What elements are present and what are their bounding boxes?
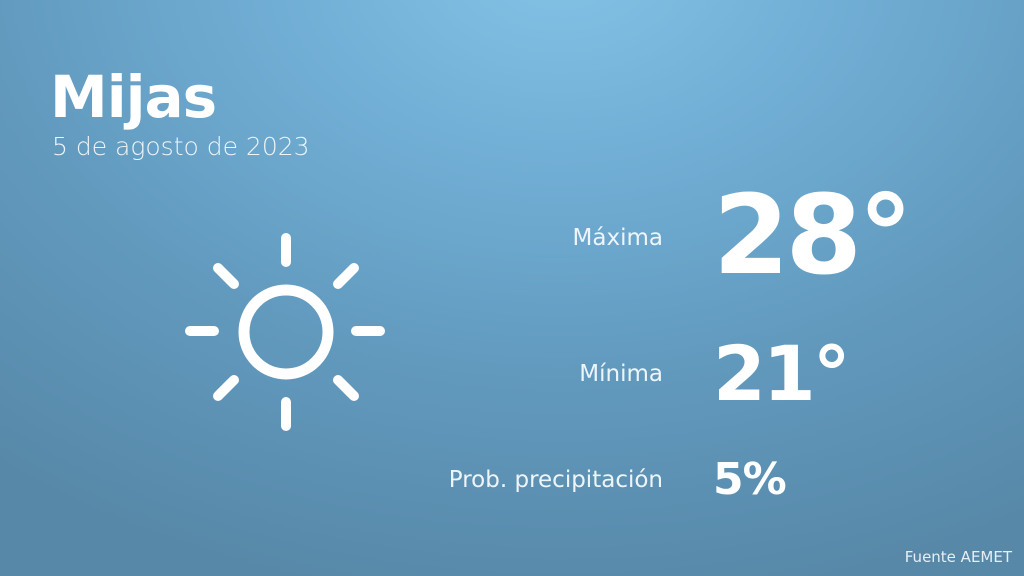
- min-temp-label: Mínima: [579, 361, 663, 387]
- max-temp-label: Máxima: [572, 225, 663, 251]
- precipitation-label: Prob. precipitación: [448, 467, 663, 493]
- source-credit: Fuente AEMET: [904, 548, 1012, 566]
- min-temp-value: 21°: [713, 329, 851, 418]
- forecast-date: 5 de agosto de 2023: [52, 132, 310, 161]
- max-temp-value: 28°: [713, 171, 913, 299]
- sun-icon: [185, 233, 385, 431]
- precipitation-value: 5%: [713, 454, 787, 505]
- city-name: Mijas: [50, 63, 217, 131]
